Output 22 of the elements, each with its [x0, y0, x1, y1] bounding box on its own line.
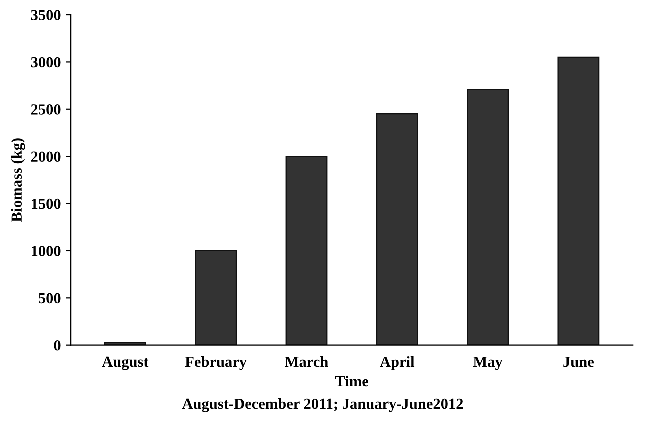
- y-tick-label: 500: [39, 293, 61, 304]
- bar: [467, 89, 509, 346]
- x-tick-label: March: [285, 356, 328, 368]
- y-tick-label: 2000: [31, 152, 61, 162]
- bar: [195, 250, 238, 346]
- bar: [558, 56, 600, 346]
- y-tick-label: 1000: [32, 246, 61, 256]
- x-axis-title: Time: [335, 376, 369, 387]
- y-tick-label: 0: [54, 340, 61, 351]
- y-tick-label: 3000: [31, 57, 61, 68]
- x-tick-label: May: [473, 357, 503, 370]
- y-tick-label: 1500: [32, 198, 61, 210]
- y-tick-label: 3500: [31, 10, 61, 20]
- bar: [286, 156, 328, 346]
- y-tick-label: 2500: [31, 104, 61, 115]
- x-tick-label: August: [102, 356, 149, 370]
- y-axis-title: Biomass (kg): [11, 138, 26, 222]
- x-tick-label: June: [564, 357, 594, 368]
- x-tick-label: February: [185, 356, 247, 370]
- text: August-December 2011; January-June2012: [182, 398, 464, 412]
- x-tick-label: April: [380, 356, 415, 370]
- bar: [376, 114, 418, 346]
